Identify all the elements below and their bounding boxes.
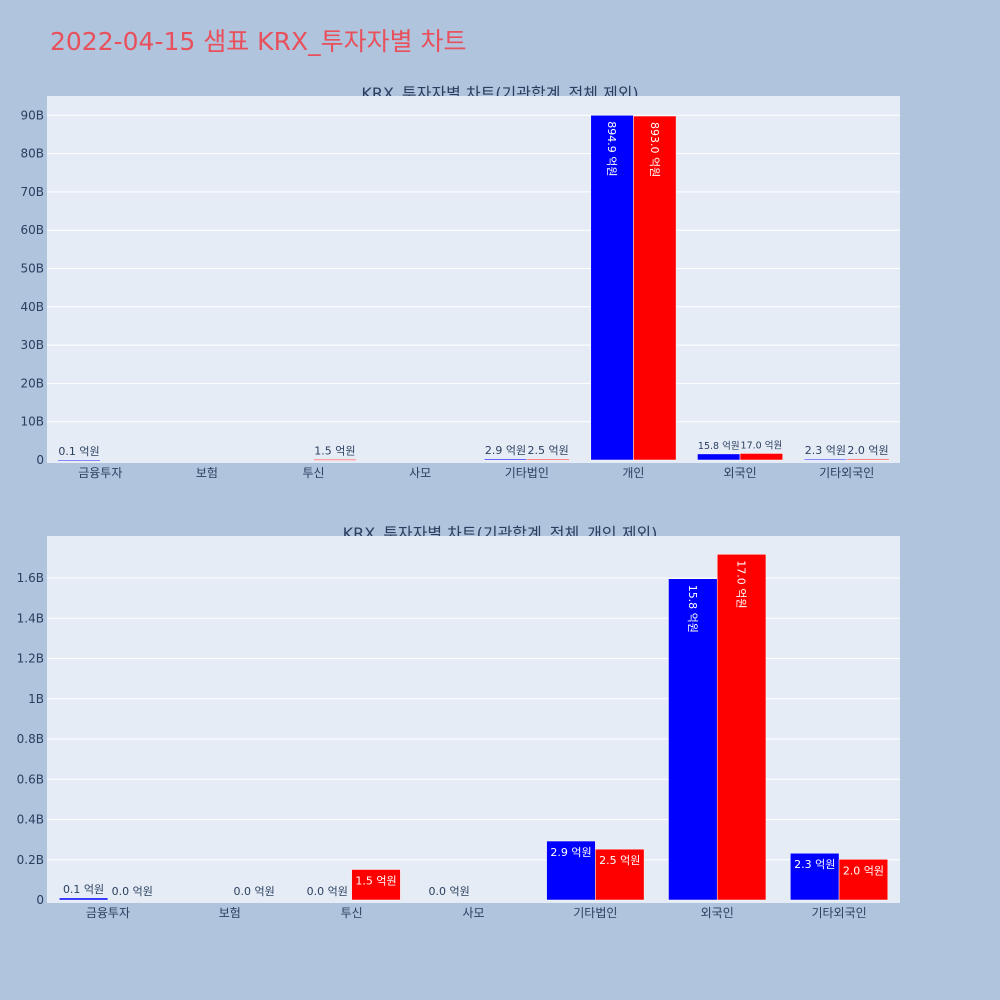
chart-2-y-tick-label: 0.2B	[17, 853, 44, 867]
chart-1-bar	[739, 453, 783, 461]
chart-2-y-tick-label: 0.8B	[17, 732, 44, 746]
chart-2-x-tick-label: 투신	[341, 906, 363, 920]
chart-1-y-tick-label: 70B	[20, 185, 44, 199]
chart-2-bar	[790, 852, 840, 901]
chart-1-bar	[57, 459, 101, 462]
chart-1-data-label: 2.3 억원	[805, 444, 846, 457]
chart-1-data-label: 2.0 억원	[847, 444, 888, 457]
chart-2-bar	[595, 848, 645, 901]
chart-1-y-tick-label: 80B	[20, 147, 44, 161]
chart-1-y-tick-label: 60B	[20, 223, 44, 237]
page-title: 2022-04-15 샘표 KRX_투자자별 차트	[50, 27, 467, 56]
chart-2-data-label: 2.5 억원	[599, 854, 640, 867]
chart-1-bar	[846, 458, 890, 461]
chart-2-data-label: 0.0 억원	[429, 885, 470, 898]
chart-2-data-label: 2.0 억원	[843, 864, 884, 877]
chart-1-y-tick-label: 50B	[20, 262, 44, 276]
chart-1-bar	[697, 453, 741, 461]
chart-2-data-label: 0.1 억원	[63, 883, 104, 896]
chart-2-x-tick-label: 사모	[462, 906, 484, 920]
chart-2-bar	[668, 578, 718, 901]
chart-2-y-tick-label: 0	[36, 893, 44, 907]
chart-1-y-tick-label: 30B	[20, 338, 44, 352]
chart-2-bar	[838, 859, 889, 901]
chart-1-data-label: 2.5 억원	[528, 444, 569, 457]
chart-2-data-label: 0.0 억원	[112, 885, 153, 898]
chart-2-y-tick-label: 0.4B	[17, 813, 44, 827]
chart-2-data-label: 15.8 억원	[686, 585, 699, 633]
chart-1-bar	[526, 458, 570, 461]
chart-1-data-label: 894.9 억원	[605, 121, 618, 176]
chart-2-x-tick-label: 금융투자	[86, 906, 130, 920]
chart-1-x-tick-label: 개인	[622, 466, 644, 480]
chart-1-y-tick-label: 40B	[20, 300, 44, 314]
chart-1-bar	[483, 458, 528, 461]
chart-2-x-tick-label: 보험	[219, 906, 241, 920]
chart-2-bar	[716, 554, 767, 901]
chart-2-data-label: 17.0 억원	[735, 560, 748, 608]
chart-1-x-tick-label: 기타외국인	[819, 466, 874, 480]
chart-1-data-label: 1.5 억원	[314, 444, 355, 457]
chart-1-x-tick-label: 보험	[196, 466, 218, 480]
chart-2-bar	[546, 840, 596, 901]
chart-2-data-label: 1.5 억원	[355, 874, 396, 887]
chart-1-x-tick-label: 투신	[303, 466, 325, 480]
chart-2-data-label: 2.9 억원	[550, 846, 591, 859]
chart-1-x-tick-label: 외국인	[724, 466, 757, 480]
chart-2-y-tick-label: 1B	[28, 692, 44, 706]
chart-1-x-tick-label: 기타법인	[505, 466, 549, 480]
chart-1-data-label: 17.0 억원	[741, 439, 783, 451]
chart-1-bar	[590, 115, 634, 461]
chart-1-x-tick-label: 금융투자	[78, 466, 122, 480]
chart-1-y-tick-label: 90B	[20, 108, 44, 122]
chart-1-y-tick-label: 20B	[20, 376, 44, 390]
chart-1-bar	[633, 115, 677, 461]
chart-1-plot-area	[47, 96, 900, 463]
chart-2-y-tick-label: 1.4B	[17, 611, 44, 625]
chart-1-x-tick-label: 사모	[409, 466, 431, 480]
chart-1-bar	[313, 459, 357, 461]
chart-1-data-label: 0.1 억원	[58, 445, 99, 458]
chart-2-bar	[58, 897, 109, 901]
chart-2-data-label: 0.0 억원	[307, 885, 348, 898]
chart-1-data-label: 893.0 억원	[648, 122, 661, 177]
chart-2-bar	[351, 869, 401, 901]
chart-2-data-label: 2.3 억원	[794, 858, 835, 871]
chart-1-bar	[803, 458, 847, 461]
chart-2-x-tick-label: 기타법인	[573, 906, 617, 920]
chart-1-y-tick-label: 0	[36, 453, 44, 467]
chart-2-y-tick-label: 1.6B	[17, 571, 44, 585]
chart-2-data-label: 0.0 억원	[234, 885, 275, 898]
chart-2-x-tick-label: 기타외국인	[811, 906, 866, 920]
chart-2-y-tick-label: 1.2B	[17, 652, 44, 666]
chart-1-data-label: 15.8 억원	[698, 440, 740, 452]
chart-1-data-label: 2.9 억원	[485, 444, 526, 457]
chart-2-y-tick-label: 0.6B	[17, 772, 44, 786]
chart-2-x-tick-label: 외국인	[701, 906, 734, 920]
chart-2-plot-area	[47, 536, 900, 903]
chart-1-y-tick-label: 10B	[20, 415, 44, 429]
